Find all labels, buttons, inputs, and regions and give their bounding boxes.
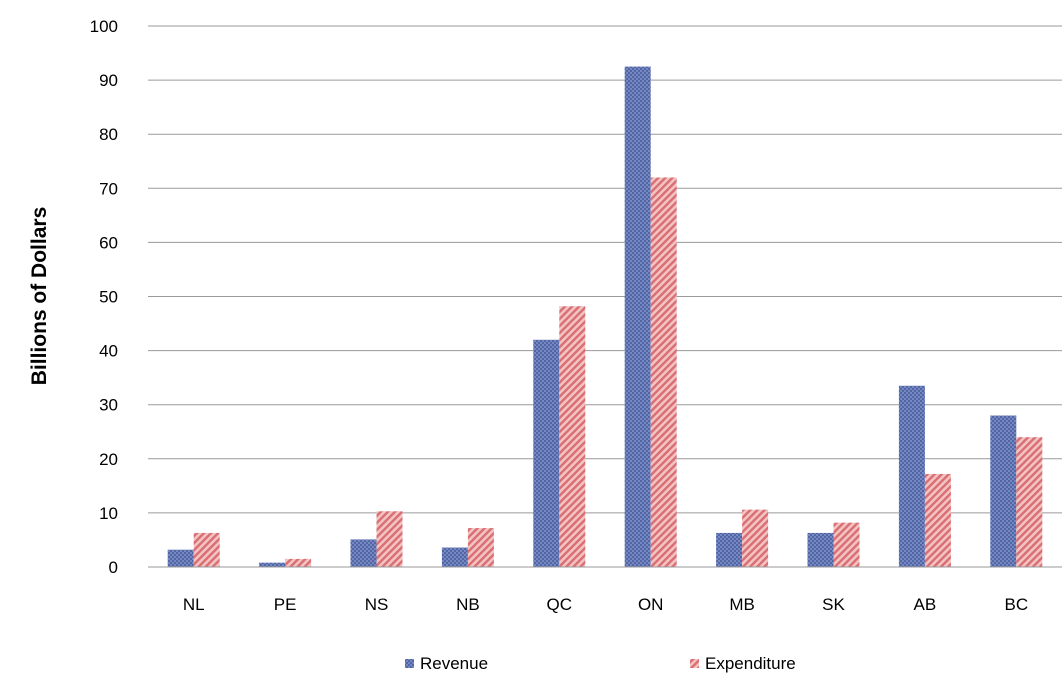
bars [167, 66, 1043, 568]
y-tick-label: 100 [90, 17, 118, 36]
bar-expenditure-nb [467, 528, 494, 567]
x-tick-label-pe: PE [274, 595, 297, 614]
y-tick-label: 70 [99, 179, 118, 198]
legend-label-revenue: Revenue [420, 654, 488, 673]
legend-swatch-expenditure [690, 659, 699, 668]
bar-revenue-mb [716, 532, 743, 567]
bar-revenue-nb [441, 547, 468, 567]
gridlines [148, 25, 1062, 514]
x-tick-label-ns: NS [365, 595, 389, 614]
x-axis-tick-labels: NL PE NS NB QC ON MB SK AB BC [183, 595, 1028, 614]
x-tick-label-nl: NL [183, 595, 205, 614]
bar-revenue-bc [990, 415, 1017, 567]
x-tick-label-nb: NB [456, 595, 480, 614]
y-tick-label: 10 [99, 504, 118, 523]
y-tick-label: 0 [109, 558, 118, 577]
y-tick-label: 40 [99, 342, 118, 361]
y-tick-label: 20 [99, 450, 118, 469]
y-axis-tick-labels: 0 10 20 30 40 50 60 70 80 90 100 [90, 17, 118, 577]
y-tick-label: 90 [99, 71, 118, 90]
bar-expenditure-bc [1016, 437, 1043, 567]
bar-revenue-nl [167, 549, 194, 567]
bar-revenue-sk [807, 532, 834, 567]
legend: Revenue Expenditure [405, 654, 796, 673]
x-tick-label-qc: QC [547, 595, 573, 614]
bar-expenditure-pe [285, 558, 312, 567]
bar-revenue-qc [533, 339, 560, 567]
bar-expenditure-ab [924, 473, 951, 567]
bar-revenue-ns [350, 539, 377, 567]
bar-expenditure-nl [193, 532, 220, 567]
y-tick-label: 60 [99, 233, 118, 252]
y-tick-label: 80 [99, 125, 118, 144]
y-axis-label: Billions of Dollars [28, 207, 51, 386]
legend-swatch-revenue [405, 659, 414, 668]
y-tick-label: 30 [99, 396, 118, 415]
y-tick-label: 50 [99, 288, 118, 307]
bar-revenue-pe [259, 562, 286, 567]
bar-revenue-on [624, 66, 651, 567]
legend-label-expenditure: Expenditure [705, 654, 796, 673]
bar-expenditure-qc [559, 306, 586, 567]
x-tick-label-ab: AB [914, 595, 937, 614]
x-tick-label-sk: SK [822, 595, 845, 614]
x-tick-label-on: ON [638, 595, 664, 614]
x-tick-label-bc: BC [1004, 595, 1028, 614]
x-tick-label-mb: MB [729, 595, 755, 614]
bar-expenditure-mb [742, 509, 769, 567]
bar-revenue-ab [898, 385, 925, 567]
bar-expenditure-on [650, 177, 677, 568]
bar-expenditure-sk [833, 522, 860, 567]
bar-expenditure-ns [376, 511, 403, 567]
